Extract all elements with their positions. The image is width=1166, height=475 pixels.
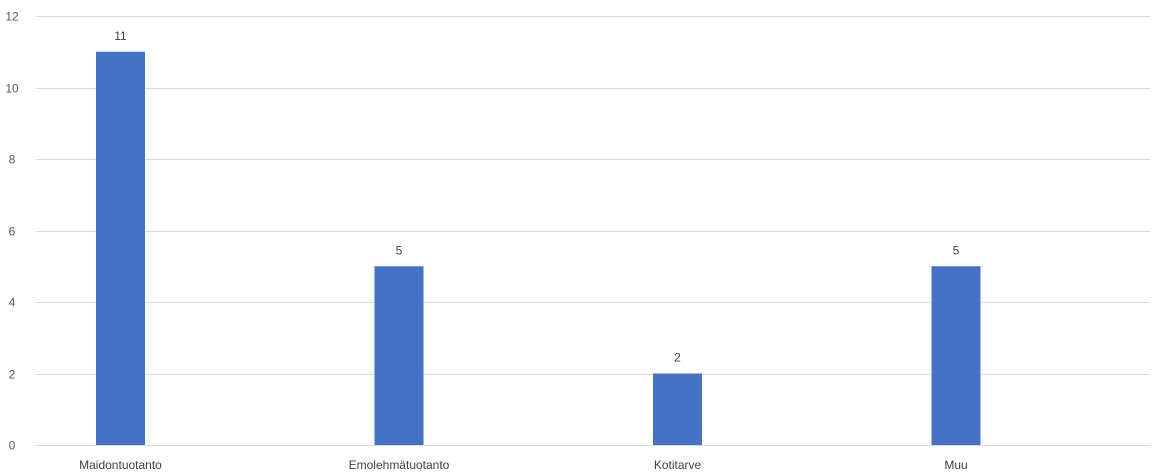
y-axis-tick-labels: 0 2 4 6 8 10 12 [5, 10, 19, 453]
y-tick-label: 12 [5, 10, 19, 24]
bar [653, 373, 702, 445]
data-labels: 11 5 2 5 [114, 29, 959, 365]
bar [931, 266, 981, 445]
y-tick-label: 4 [9, 296, 16, 310]
bars [96, 51, 981, 445]
x-category-label: Maidontuotanto [79, 458, 162, 472]
data-label: 5 [396, 243, 403, 257]
bar [96, 51, 145, 445]
data-label: 5 [953, 243, 960, 257]
data-label: 11 [114, 29, 127, 43]
x-category-label: Kotitarve [654, 458, 702, 472]
x-category-label: Muu [944, 458, 967, 472]
y-tick-label: 8 [9, 153, 16, 167]
y-tick-label: 10 [5, 82, 19, 96]
y-tick-label: 6 [9, 225, 16, 239]
y-tick-label: 2 [9, 368, 16, 382]
y-tick-label: 0 [9, 439, 16, 453]
x-axis-category-labels: Maidontuotanto Emolehmätuotanto Kotitarve M… [79, 458, 968, 472]
x-category-label: Emolehmätuotanto [349, 458, 450, 472]
data-label: 2 [674, 351, 681, 365]
gridlines [36, 16, 1150, 446]
bar [374, 266, 424, 445]
